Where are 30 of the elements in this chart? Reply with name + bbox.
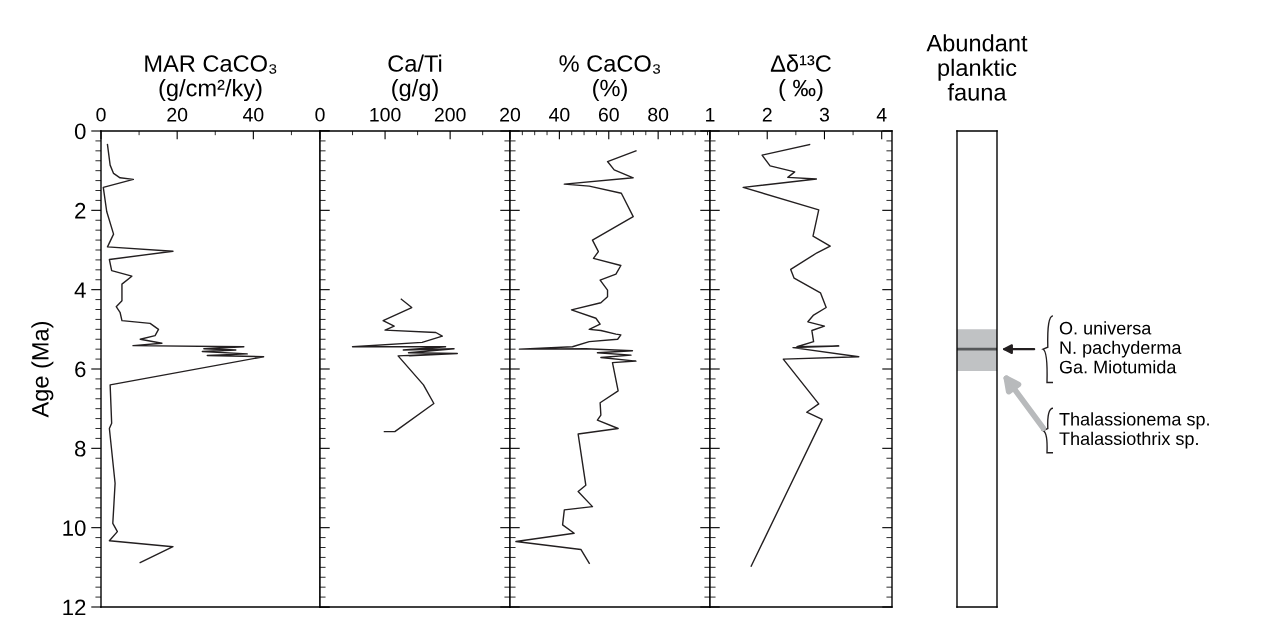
y-tick-label: 2 xyxy=(75,202,86,219)
text: Thalassionema sp. Thalassiothrix sp. xyxy=(1059,412,1209,449)
x-tick-label: 80 xyxy=(648,107,669,122)
text: O. universa N. pachyderma Ga. Miotumida xyxy=(1059,321,1182,374)
x-axis-title: Ca/Ti (g/g) xyxy=(388,54,442,102)
y-tick-label: 6 xyxy=(75,361,86,378)
x-axis-title: % CaCO₃ (%) xyxy=(559,55,661,102)
x-tick-label: 40 xyxy=(549,107,570,122)
y-axis-title: Age (Ma) xyxy=(31,321,54,418)
y-tick-label: 4 xyxy=(74,282,86,298)
x-tick-label: 0 xyxy=(315,107,325,122)
line-series xyxy=(102,143,265,564)
x-tick-label: 2 xyxy=(762,107,772,122)
x-tick-label: 100 xyxy=(370,107,401,122)
x-axis-title: MAR CaCO₃ (g/cm²/ky) xyxy=(145,55,277,102)
x-tick-label: 200 xyxy=(434,107,466,122)
x-tick-label: 40 xyxy=(242,107,264,122)
x-tick-label: 60 xyxy=(598,107,619,122)
x-axis-title: Δδ¹³C ( ‰) xyxy=(770,54,831,102)
y-tick-label: 12 xyxy=(63,599,86,616)
x-tick-label: 20 xyxy=(167,107,188,122)
x-tick-label: 1 xyxy=(706,108,715,122)
x-tick-label: 0 xyxy=(96,107,106,122)
y-tick-label: 8 xyxy=(75,440,86,457)
x-axis-title: Abundant planktic fauna xyxy=(926,34,1028,101)
x-tick-label: 4 xyxy=(876,108,887,122)
y-tick-label: 10 xyxy=(63,520,86,536)
y-tick-label: 0 xyxy=(74,123,86,140)
x-tick-label: 20 xyxy=(500,107,521,122)
x-tick-label: 3 xyxy=(819,107,830,122)
